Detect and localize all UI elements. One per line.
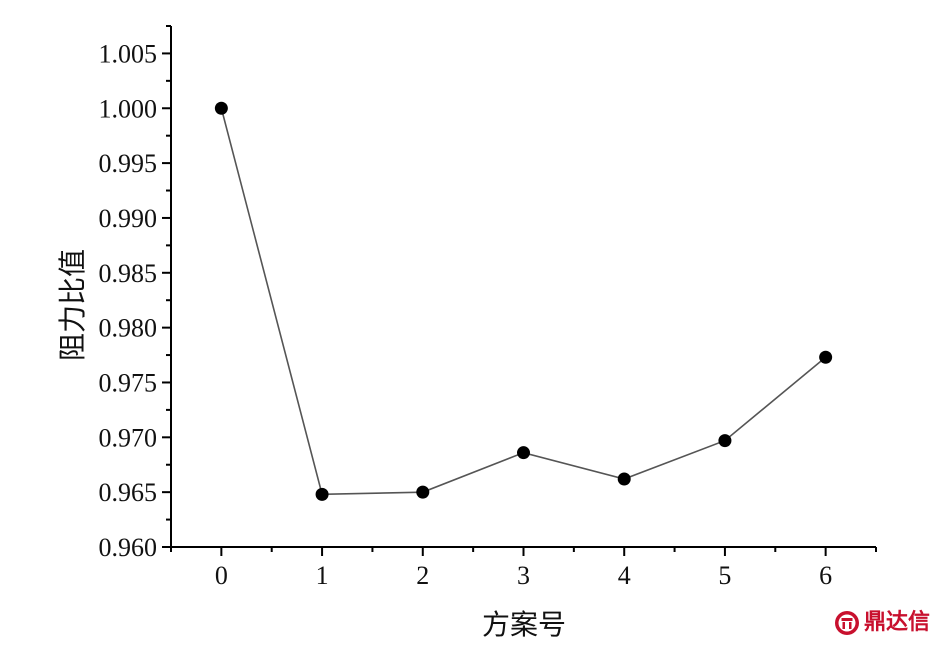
data-point [517,446,530,460]
y-tick-label: 0.965 [99,478,158,507]
x-tick-label: 6 [819,561,832,590]
data-point [214,101,228,115]
x-tick-label: 0 [215,561,228,590]
watermark: 鼎达信 [834,610,930,636]
x-axis-title: 方案号 [482,608,566,641]
data-point [416,485,430,499]
x-tick-label: 2 [416,561,429,590]
data-point [718,434,732,448]
data-point [315,487,329,501]
x-tick-label: 4 [618,561,631,590]
series-layer [214,101,833,501]
y-tick-label: 1.005 [99,39,158,68]
x-tick-label: 3 [517,561,530,590]
y-tick-label: 0.970 [99,423,158,452]
y-tick-label: 0.975 [99,368,158,397]
watermark-text: 鼎达信 [863,610,930,635]
dingdaxin-logo-icon [834,611,859,635]
x-tick-label: 1 [316,561,329,590]
x-tick-label: 5 [718,561,731,590]
y-tick-label: 0.985 [99,259,158,288]
data-point [819,350,833,364]
series-line [220,108,827,496]
y-tick-label: 0.980 [99,314,158,343]
y-tick-label: 1.000 [99,94,158,123]
y-tick-label: 0.990 [99,204,158,233]
y-tick-label: 0.960 [99,533,158,562]
y-axis-title: 阻力比值 [56,249,89,361]
data-point [617,472,631,486]
y-tick-label: 0.995 [99,149,158,178]
axes: 0.960 0.965 0.970 0.975 0.980 0.985 0.990 0.995… [99,25,877,590]
